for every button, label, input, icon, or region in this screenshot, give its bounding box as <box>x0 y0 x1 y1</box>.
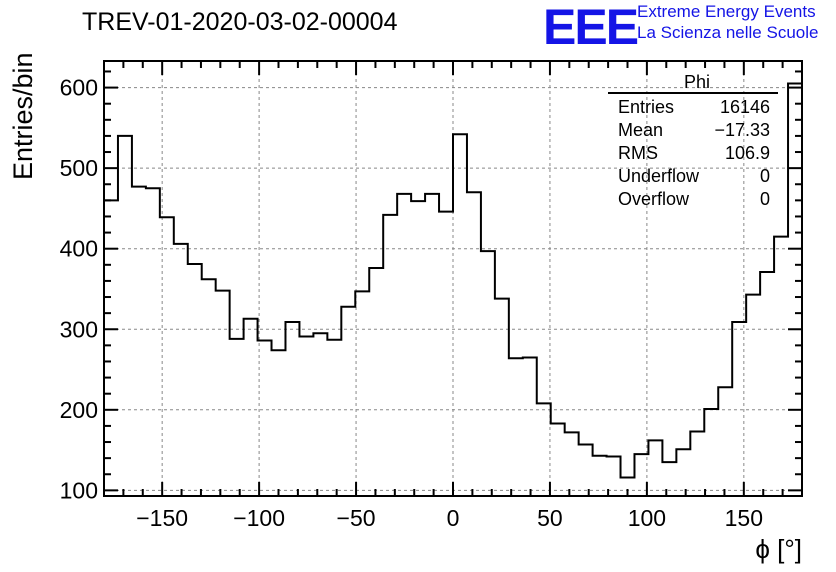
stats-row: Mean −17.33 <box>608 120 778 143</box>
x-tick-label: 0 <box>447 505 460 531</box>
stats-value: 0 <box>759 166 770 186</box>
stats-label: Underflow <box>618 166 700 186</box>
y-axis-label: Entries/bin <box>8 52 38 180</box>
x-axis-label: ϕ [°] <box>755 534 802 564</box>
stats-box: Phi Entries 16146 Mean −17.33 RMS 106.9 Und… <box>608 72 778 212</box>
stats-label: Entries <box>618 97 675 117</box>
stats-row: RMS 106.9 <box>608 143 778 166</box>
stats-row: Overflow 0 <box>608 189 778 212</box>
y-tick-label: 500 <box>60 155 98 181</box>
stats-label: Mean <box>618 120 664 140</box>
axis-ticks <box>103 61 803 496</box>
x-tick-label: −100 <box>233 505 285 531</box>
y-tick-label: 400 <box>60 236 98 262</box>
tick-labels: −150 −100 −50 0 50 100 150 100 200 300 400 500 600 <box>60 75 763 531</box>
x-tick-label: 100 <box>628 505 666 531</box>
chart-title: TREV-01-2020-03-02-00004 <box>82 8 398 36</box>
logo-caption-line2: La Scienza nelle Scuole <box>637 23 819 42</box>
x-tick-label: −50 <box>337 505 376 531</box>
y-tick-label: 100 <box>60 477 98 503</box>
stats-value: −17.33 <box>714 120 770 140</box>
stats-row: Entries 16146 <box>608 97 778 120</box>
stats-label: RMS <box>618 143 658 163</box>
logo-caption-line1: Extreme Energy Events <box>637 2 816 21</box>
stats-title: Phi <box>608 72 778 94</box>
stats-row: Underflow 0 <box>608 166 778 189</box>
eee-logo: EEE <box>543 0 639 55</box>
y-tick-label: 600 <box>60 75 98 101</box>
plot-frame <box>103 60 803 497</box>
stats-label: Overflow <box>618 189 690 209</box>
x-tick-label: −150 <box>136 505 188 531</box>
x-tick-label: 150 <box>725 505 763 531</box>
x-tick-label: 50 <box>537 505 563 531</box>
stats-value: 106.9 <box>724 143 770 163</box>
stats-value: 16146 <box>719 97 770 117</box>
y-tick-label: 200 <box>60 397 98 423</box>
y-tick-label: 300 <box>60 316 98 342</box>
stats-value: 0 <box>759 189 770 209</box>
histogram-line <box>104 82 802 479</box>
